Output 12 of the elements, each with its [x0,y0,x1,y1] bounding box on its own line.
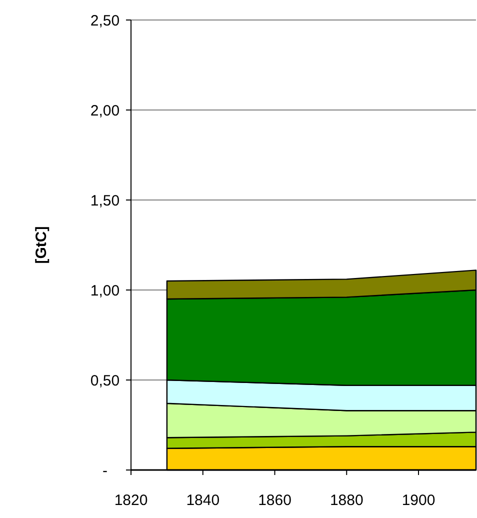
x-tick-label: 1900 [402,492,436,509]
y-tick-label: 2,50 [90,12,120,30]
x-tick-label: 1840 [186,492,220,509]
x-tick-label: 1880 [330,492,364,509]
y-axis-title: [GtC] [33,226,50,264]
y-tick-label: 1,00 [90,282,120,300]
x-tick-label: 1820 [114,492,148,509]
y-tick-label: 2,00 [90,102,120,120]
y-tick-label: 0,50 [90,372,120,390]
y-tick-label: - [102,462,108,480]
y-tick-label: 1,50 [90,192,120,210]
x-tick-label: 1860 [258,492,292,509]
